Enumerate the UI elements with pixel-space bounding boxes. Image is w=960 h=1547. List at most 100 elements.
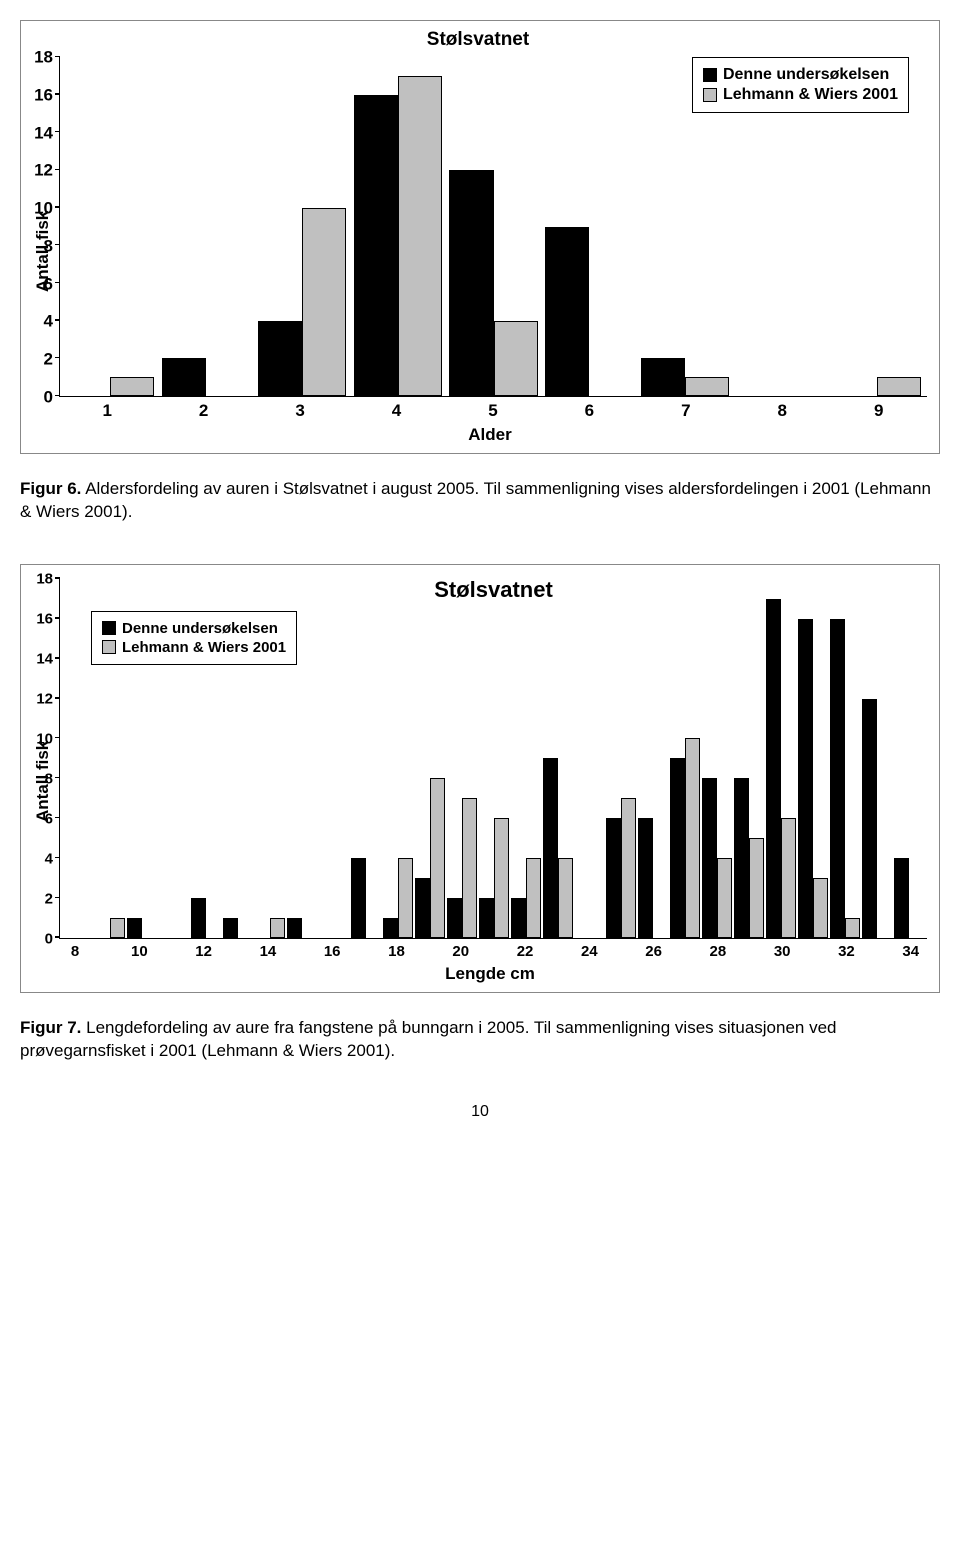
bar-group bbox=[62, 57, 158, 396]
bar-slot bbox=[62, 579, 94, 938]
bar bbox=[702, 778, 717, 938]
bar-slot bbox=[669, 579, 701, 938]
x-tick-label: 5 bbox=[445, 397, 541, 421]
x-tick-label: 30 bbox=[766, 939, 798, 960]
bar bbox=[845, 918, 860, 938]
x-tick-label: 8 bbox=[734, 397, 830, 421]
legend-item: Lehmann & Wiers 2001 bbox=[703, 86, 898, 104]
bar bbox=[270, 918, 285, 938]
x-tick-label: 32 bbox=[830, 939, 862, 960]
x-tick-label: 24 bbox=[573, 939, 605, 960]
bar bbox=[415, 878, 430, 938]
bar bbox=[162, 358, 206, 396]
page-number: 10 bbox=[20, 1103, 940, 1121]
bar-group bbox=[158, 57, 254, 396]
y-tick-label: 6 bbox=[45, 811, 53, 826]
x-tick-label: 3 bbox=[252, 397, 348, 421]
bar bbox=[670, 758, 685, 938]
y-tick-label: 8 bbox=[45, 771, 53, 786]
bar bbox=[781, 818, 796, 938]
bar bbox=[494, 321, 538, 396]
bar bbox=[354, 95, 398, 396]
figure-caption: Figur 6. Aldersfordeling av auren i Støl… bbox=[20, 478, 940, 524]
y-tick-label: 18 bbox=[34, 49, 53, 66]
bar bbox=[302, 208, 346, 396]
legend-swatch bbox=[102, 640, 116, 654]
bar bbox=[621, 798, 636, 938]
bar bbox=[543, 758, 558, 938]
x-tick-label bbox=[734, 939, 766, 960]
x-tick-label bbox=[91, 939, 123, 960]
bar bbox=[287, 918, 302, 938]
caption-text: Aldersfordeling av auren i Stølsvatnet i… bbox=[20, 479, 931, 521]
x-tick-label: 26 bbox=[638, 939, 670, 960]
x-tick-label: 20 bbox=[445, 939, 477, 960]
bar bbox=[766, 599, 781, 938]
bar-slot bbox=[733, 579, 765, 938]
x-tick-label bbox=[863, 939, 895, 960]
x-tick-label bbox=[284, 939, 316, 960]
bar bbox=[798, 619, 813, 938]
x-tick-label bbox=[670, 939, 702, 960]
legend-label: Denne undersøkelsen bbox=[723, 66, 889, 84]
bar-slot bbox=[350, 579, 382, 938]
y-tick-label: 14 bbox=[36, 651, 53, 666]
bar-slot bbox=[478, 579, 510, 938]
bar-slot bbox=[446, 579, 478, 938]
bar-slot bbox=[861, 579, 893, 938]
bar bbox=[717, 858, 732, 938]
bar bbox=[398, 858, 413, 938]
bar bbox=[110, 918, 125, 938]
bar-group bbox=[254, 57, 350, 396]
x-tick-label: 10 bbox=[123, 939, 155, 960]
x-tick-label: 1 bbox=[59, 397, 155, 421]
bar bbox=[545, 227, 589, 397]
x-tick-label: 2 bbox=[155, 397, 251, 421]
x-tick-label: 6 bbox=[541, 397, 637, 421]
y-tick-label: 10 bbox=[34, 200, 53, 217]
y-tick-label: 12 bbox=[34, 162, 53, 179]
legend-item: Denne undersøkelsen bbox=[703, 66, 898, 84]
bar bbox=[526, 858, 541, 938]
bar bbox=[558, 858, 573, 938]
legend-swatch bbox=[102, 621, 116, 635]
x-tick-label bbox=[413, 939, 445, 960]
bar bbox=[462, 798, 477, 938]
bar bbox=[479, 898, 494, 938]
bar-group bbox=[541, 57, 637, 396]
y-tick-label: 2 bbox=[45, 891, 53, 906]
chart-legend: Denne undersøkelsenLehmann & Wiers 2001 bbox=[91, 611, 297, 665]
bar bbox=[749, 838, 764, 938]
bar bbox=[110, 377, 154, 396]
chart-legend: Denne undersøkelsen Lehmann & Wiers 2001 bbox=[692, 57, 909, 113]
bar bbox=[638, 818, 653, 938]
caption-text: Lengdefordeling av aure fra fangstene på… bbox=[20, 1018, 837, 1060]
x-axis-ticks: 123456789 bbox=[59, 397, 927, 421]
bar bbox=[430, 778, 445, 938]
bar-slot bbox=[765, 579, 797, 938]
x-tick-label: 28 bbox=[702, 939, 734, 960]
x-tick-label: 16 bbox=[316, 939, 348, 960]
bar-slot bbox=[605, 579, 637, 938]
bar bbox=[351, 858, 366, 938]
legend-item: Lehmann & Wiers 2001 bbox=[102, 639, 286, 656]
bar-slot bbox=[637, 579, 669, 938]
x-axis-label: Lengde cm bbox=[53, 964, 927, 984]
x-tick-label bbox=[220, 939, 252, 960]
y-tick-label: 6 bbox=[44, 275, 53, 292]
x-tick-label bbox=[605, 939, 637, 960]
x-tick-label bbox=[477, 939, 509, 960]
bar-group bbox=[350, 57, 446, 396]
caption-prefix: Figur 7. bbox=[20, 1018, 81, 1037]
legend-swatch bbox=[703, 88, 717, 102]
x-tick-label bbox=[155, 939, 187, 960]
bar bbox=[894, 858, 909, 938]
bar bbox=[127, 918, 142, 938]
bar-slot bbox=[574, 579, 606, 938]
y-tick-label: 12 bbox=[36, 691, 53, 706]
bar bbox=[813, 878, 828, 938]
x-tick-label: 8 bbox=[59, 939, 91, 960]
legend-label: Lehmann & Wiers 2001 bbox=[122, 639, 286, 656]
bar bbox=[685, 377, 729, 396]
x-tick-label bbox=[348, 939, 380, 960]
